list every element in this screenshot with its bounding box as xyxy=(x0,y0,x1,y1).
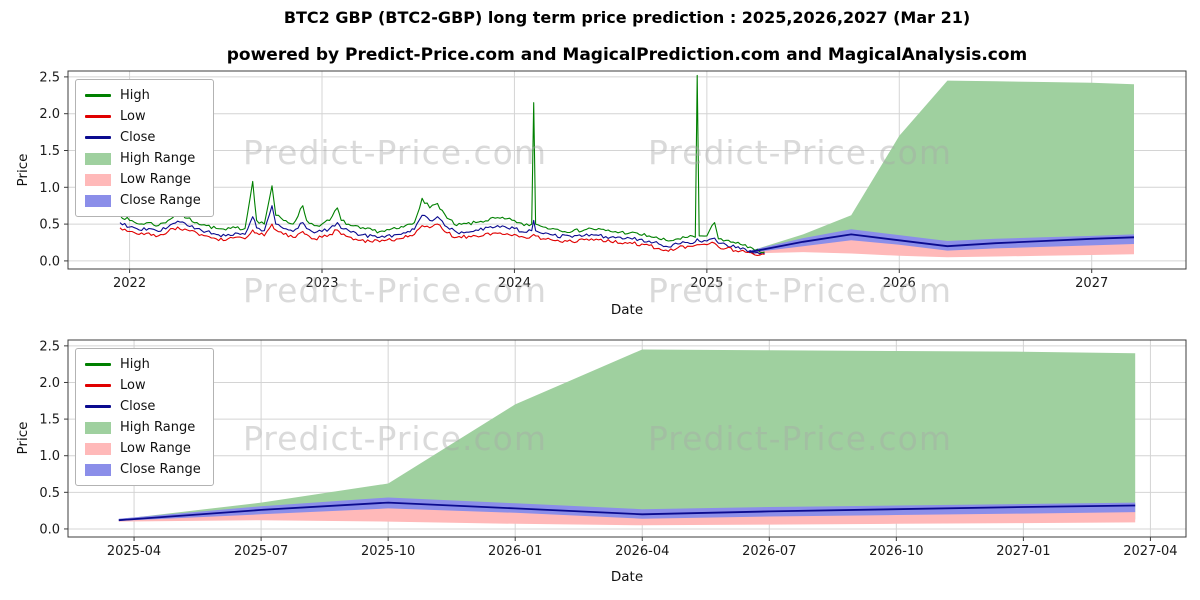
legend-item-low: Low xyxy=(85,377,201,394)
y-tick-label: 2.0 xyxy=(39,376,60,391)
legend-label: High xyxy=(120,357,150,372)
y-tick-label: 1.5 xyxy=(39,413,60,428)
close-range-swatch-icon xyxy=(85,463,111,476)
bottom-chart-x-axis-label: Date xyxy=(610,569,644,585)
x-tick-label: 2026-10 xyxy=(869,544,923,559)
low-history-line xyxy=(119,223,765,256)
y-tick-label: 2.5 xyxy=(39,339,60,354)
close-swatch-icon xyxy=(85,405,111,408)
page-subtitle: powered by Predict-Price.com and Magical… xyxy=(226,45,1028,65)
x-tick-label: 2022 xyxy=(113,276,146,291)
x-tick-label: 2025-04 xyxy=(107,544,161,559)
x-tick-label: 2026-04 xyxy=(615,544,669,559)
low-swatch-icon xyxy=(85,115,111,118)
legend-label: Close xyxy=(120,399,156,414)
x-tick-label: 2025-10 xyxy=(361,544,415,559)
low-range-swatch-icon xyxy=(85,173,111,186)
legend-item-high: High xyxy=(85,87,201,104)
x-tick-label: 2026 xyxy=(883,276,916,291)
high-range-swatch-icon xyxy=(85,152,111,165)
legend-label: High xyxy=(120,88,150,103)
low-range-swatch-icon xyxy=(85,442,111,455)
plot-border xyxy=(67,70,1187,270)
x-tick-label: 2023 xyxy=(305,276,338,291)
legend-label: Low Range xyxy=(120,172,191,187)
high-history-line xyxy=(119,74,765,254)
top-chart-y-axis-label: Price xyxy=(15,153,31,187)
bottom-chart-y-axis-label: Price xyxy=(15,421,31,455)
high-range-swatch-icon xyxy=(85,421,111,434)
plot-border xyxy=(67,339,1187,538)
legend-item-close-range: Close Range xyxy=(85,461,201,478)
legend-label: High Range xyxy=(120,151,196,166)
x-tick-label: 2027 xyxy=(1075,276,1108,291)
legend-label: Close Range xyxy=(120,193,201,208)
legend-label: High Range xyxy=(120,420,196,435)
y-tick-label: 1.5 xyxy=(39,144,60,159)
x-tick-label: 2026-01 xyxy=(488,544,542,559)
legend-label: Close Range xyxy=(120,462,201,477)
legend-item-close: Close xyxy=(85,129,201,146)
high-range-band xyxy=(118,349,1136,522)
legend-item-low: Low xyxy=(85,108,201,125)
legend-item-low-range: Low Range xyxy=(85,171,201,188)
y-tick-label: 0.0 xyxy=(39,254,60,269)
bottom-chart-legend: High Low Close High Range Low Range Close Ran… xyxy=(75,348,214,486)
legend-item-close: Close xyxy=(85,398,201,415)
high-range-band xyxy=(749,80,1134,254)
x-tick-label: 2027-04 xyxy=(1123,544,1177,559)
top-chart-legend: High Low Close High Range Low Range Close Ran… xyxy=(75,79,214,217)
legend-label: Close xyxy=(120,130,156,145)
y-tick-label: 2.0 xyxy=(39,107,60,122)
y-tick-label: 1.0 xyxy=(39,449,60,464)
y-tick-label: 0.0 xyxy=(39,522,60,537)
legend-label: Low xyxy=(120,109,146,124)
legend-item-close-range: Close Range xyxy=(85,192,201,209)
high-swatch-icon xyxy=(85,94,111,97)
close-forecast-line xyxy=(118,501,1136,522)
y-tick-label: 0.5 xyxy=(39,218,60,233)
x-tick-label: 2025-07 xyxy=(234,544,288,559)
top-chart-x-axis-label: Date xyxy=(610,302,644,318)
legend-label: Low Range xyxy=(120,441,191,456)
y-tick-label: 0.5 xyxy=(39,486,60,501)
x-tick-label: 2024 xyxy=(498,276,531,291)
legend-item-low-range: Low Range xyxy=(85,440,201,457)
x-tick-label: 2027-01 xyxy=(996,544,1050,559)
legend-item-high: High xyxy=(85,356,201,373)
y-tick-label: 1.0 xyxy=(39,181,60,196)
close-forecast-line xyxy=(749,233,1135,253)
high-swatch-icon xyxy=(85,363,111,366)
close-swatch-icon xyxy=(85,136,111,139)
legend-item-high-range: High Range xyxy=(85,150,201,167)
low-swatch-icon xyxy=(85,384,111,387)
close-history-line xyxy=(119,205,765,255)
legend-item-high-range: High Range xyxy=(85,419,201,436)
x-tick-label: 2025 xyxy=(690,276,723,291)
page-title: BTC2 GBP (BTC2-GBP) long term price pred… xyxy=(283,8,971,27)
x-tick-label: 2026-07 xyxy=(742,544,796,559)
legend-label: Low xyxy=(120,378,146,393)
y-tick-label: 2.5 xyxy=(39,70,60,85)
close-range-swatch-icon xyxy=(85,194,111,207)
